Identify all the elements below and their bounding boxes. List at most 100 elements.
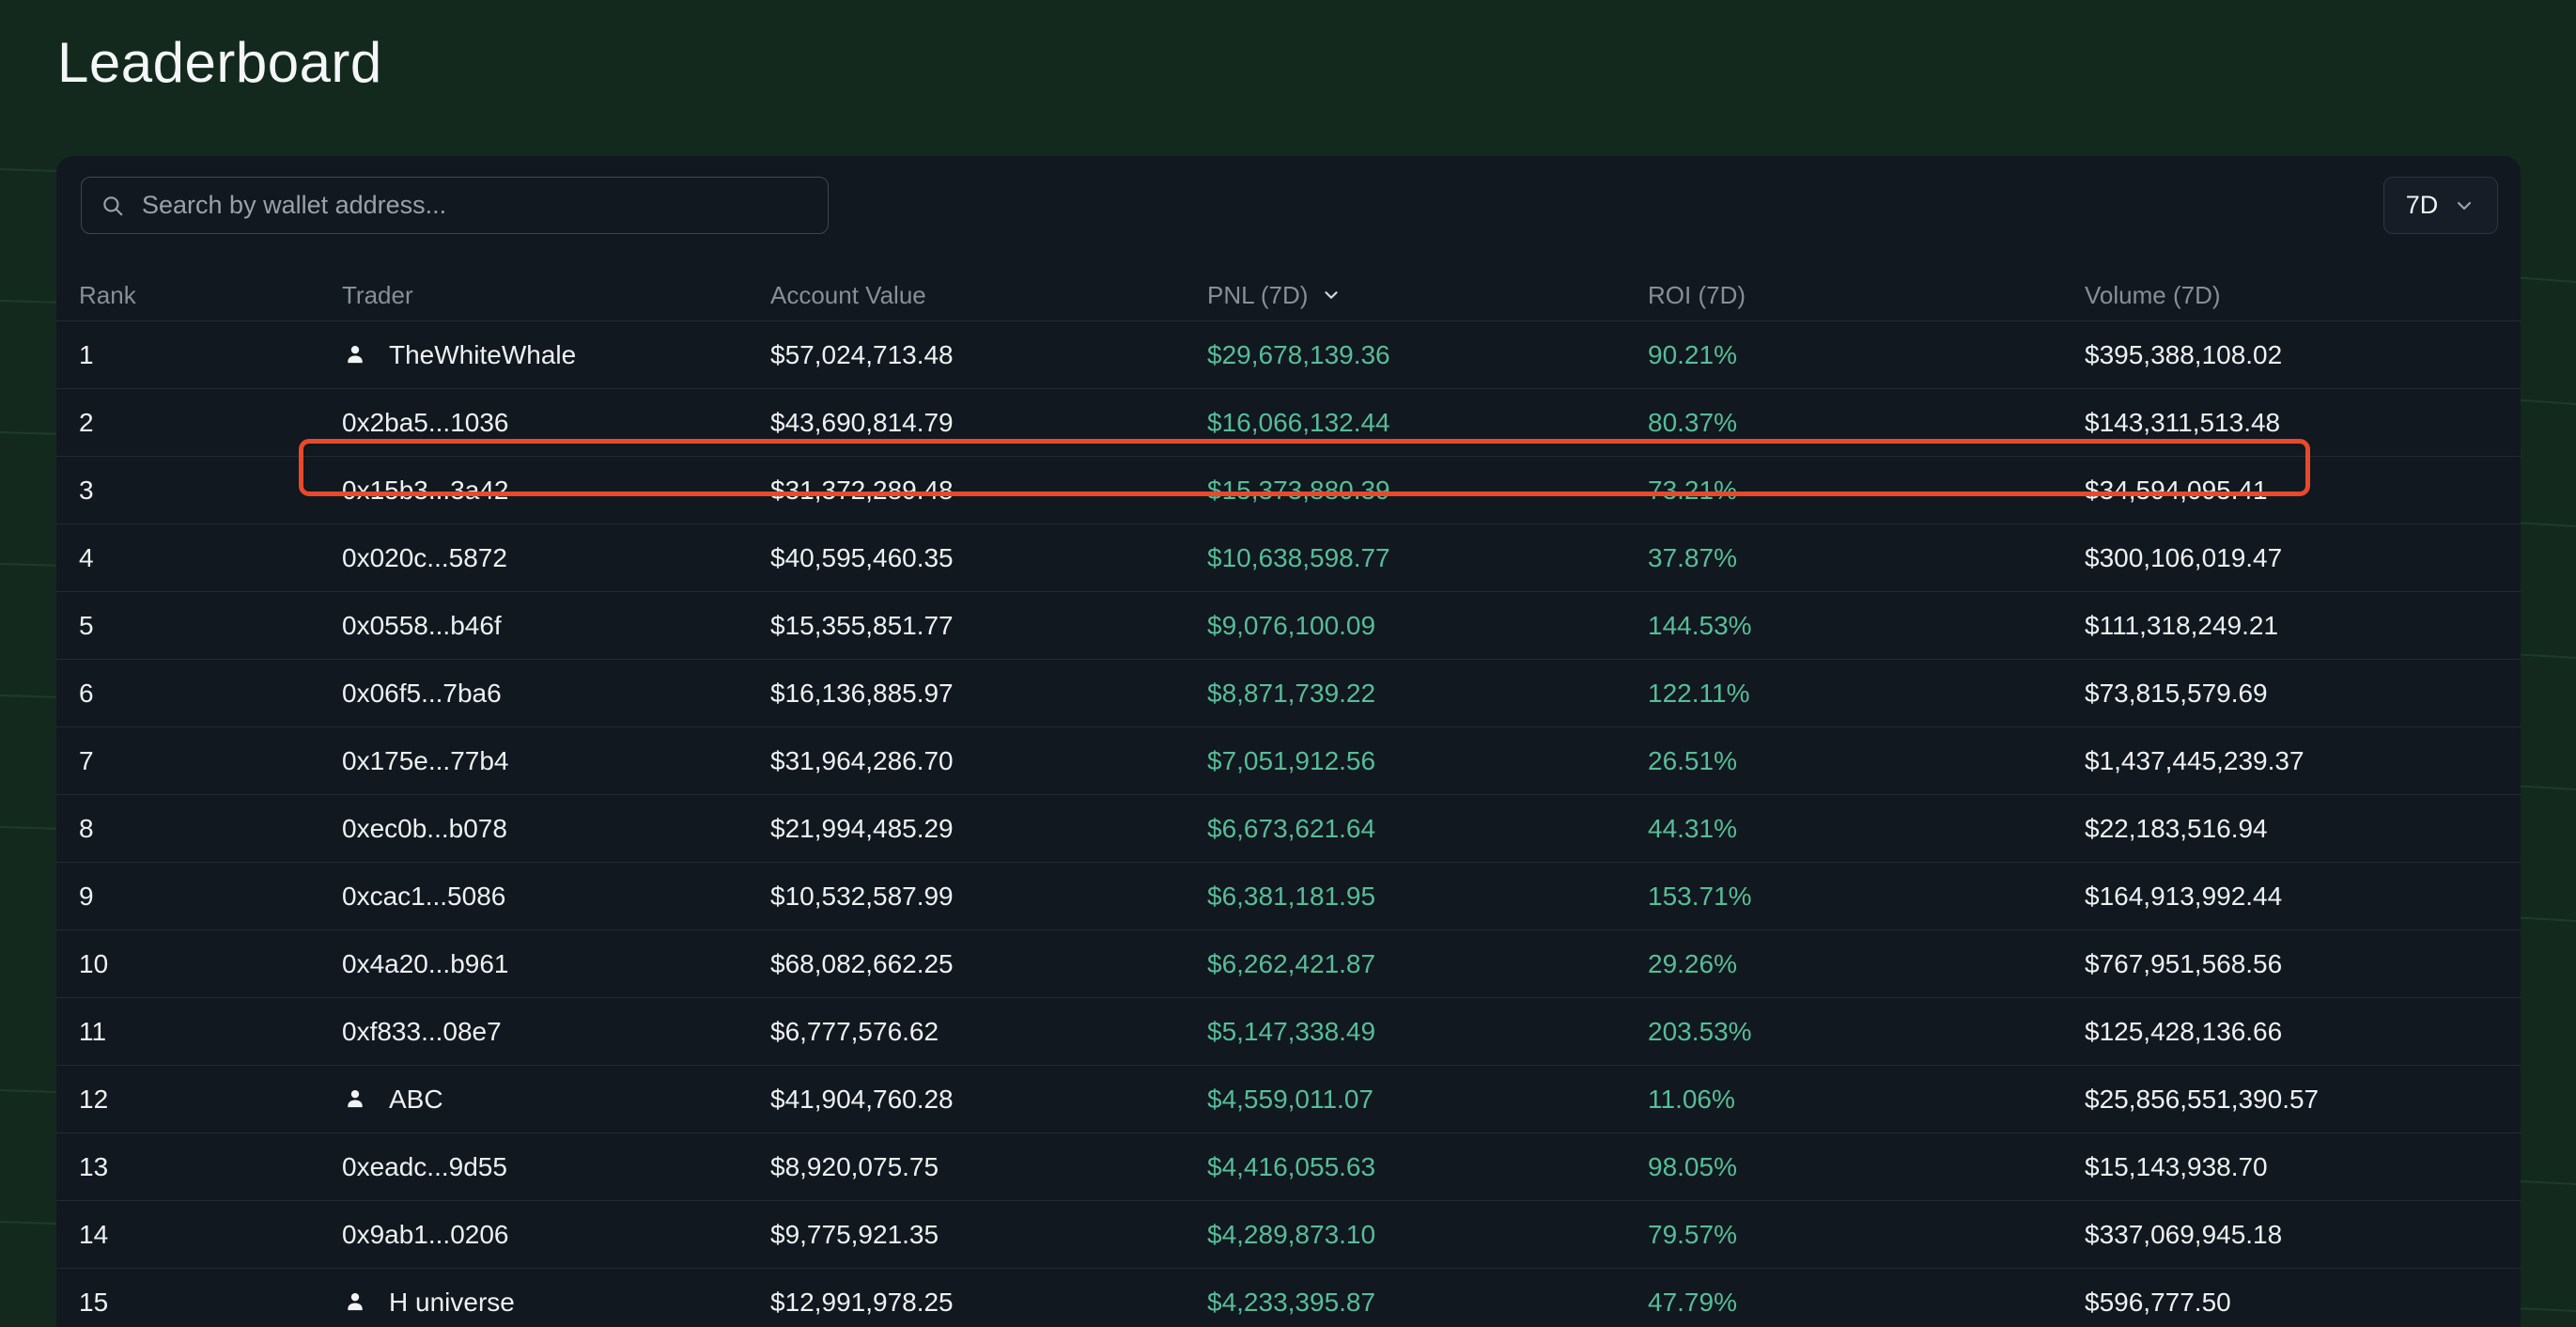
trader-cell: 0x15b3...3a42 (342, 476, 770, 506)
search-box[interactable] (81, 177, 829, 234)
column-header-volume: Volume (7D) (2085, 280, 2221, 309)
column-header-trader: Trader (342, 280, 413, 309)
chevron-down-icon (2458, 201, 2472, 210)
account-value-cell: $9,775,921.35 (770, 1219, 939, 1249)
volume-cell: $25,856,551,390.57 (2085, 1084, 2320, 1114)
roi-cell: 122.11% (1648, 678, 1750, 708)
leaderboard-table: Rank Trader Account Value PNL (7D) ROI (… (56, 270, 2521, 1327)
table-row[interactable]: 14 0x9ab1...0206 $9,775,921.35 $4,289,87… (56, 1200, 2521, 1268)
pnl-cell: $5,147,338.49 (1207, 1016, 1376, 1046)
table-row[interactable]: 15 H universe $12,991,978.25 $4,233,395.… (56, 1268, 2521, 1327)
pnl-cell: $4,289,873.10 (1207, 1219, 1376, 1249)
volume-cell: $300,106,019.47 (2085, 542, 2283, 572)
leaderboard-panel: 7D Rank Trader Account Value PNL (7D) RO… (56, 156, 2521, 1327)
account-value-cell: $68,082,662.25 (770, 948, 954, 978)
account-value-cell: $6,777,576.62 (770, 1016, 939, 1046)
pnl-cell: $10,638,598.77 (1207, 542, 1390, 572)
account-value-cell: $43,690,814.79 (770, 407, 954, 437)
pnl-cell: $15,373,880.39 (1207, 475, 1390, 505)
trader-name: 0x020c...5872 (342, 542, 507, 572)
account-value-cell: $41,904,760.28 (770, 1084, 954, 1114)
trader-name: 0xf833...08e7 (342, 1016, 502, 1046)
rank-cell: 9 (79, 881, 94, 911)
volume-cell: $143,311,513.48 (2085, 407, 2281, 437)
pnl-cell: $8,871,739.22 (1207, 678, 1376, 708)
volume-cell: $34,594,095.41 (2085, 475, 2268, 505)
table-header-row: Rank Trader Account Value PNL (7D) ROI (… (56, 270, 2521, 320)
trader-name: 0x2ba5...1036 (342, 407, 509, 437)
roi-cell: 29.26% (1648, 948, 1737, 978)
trader-cell: 0x9ab1...0206 (342, 1220, 770, 1250)
pnl-cell: $4,233,395.87 (1207, 1287, 1376, 1317)
account-value-cell: $57,024,713.48 (770, 339, 954, 369)
roi-cell: 44.31% (1648, 813, 1737, 843)
period-selector[interactable]: 7D (2383, 177, 2498, 234)
volume-cell: $337,069,945.18 (2085, 1219, 2283, 1249)
table-row[interactable]: 6 0x06f5...7ba6 $16,136,885.97 $8,871,73… (56, 659, 2521, 726)
table-body: 1 TheWhiteWhale $57,024,713.48 $29,678,1… (56, 320, 2521, 1327)
rank-cell: 4 (79, 542, 94, 572)
table-row[interactable]: 12 ABC $41,904,760.28 $4,559,011.07 11.0… (56, 1065, 2521, 1132)
roi-cell: 47.79% (1648, 1287, 1737, 1317)
volume-cell: $1,437,445,239.37 (2085, 745, 2304, 775)
roi-cell: 11.06% (1648, 1084, 1735, 1114)
pnl-header-label: PNL (7D) (1207, 280, 1309, 309)
table-row[interactable]: 2 0x2ba5...1036 $43,690,814.79 $16,066,1… (56, 388, 2521, 456)
volume-cell: $767,951,568.56 (2085, 948, 2283, 978)
pnl-cell: $4,416,055.63 (1207, 1151, 1376, 1181)
account-value-cell: $40,595,460.35 (770, 542, 954, 572)
column-header-roi: ROI (7D) (1648, 280, 1746, 309)
table-row[interactable]: 13 0xeadc...9d55 $8,920,075.75 $4,416,05… (56, 1132, 2521, 1200)
trader-cell: H universe (342, 1288, 770, 1318)
volume-cell: $395,388,108.02 (2085, 339, 2283, 369)
roi-cell: 26.51% (1648, 745, 1737, 775)
volume-cell: $73,815,579.69 (2085, 678, 2268, 708)
table-row[interactable]: 8 0xec0b...b078 $21,994,485.29 $6,673,62… (56, 794, 2521, 862)
pnl-cell: $7,051,912.56 (1207, 745, 1376, 775)
user-icon (342, 1289, 368, 1316)
rank-cell: 2 (79, 407, 94, 437)
volume-cell: $111,318,249.21 (2085, 610, 2279, 640)
trader-name: 0xec0b...b078 (342, 813, 507, 843)
column-header-pnl[interactable]: PNL (7D) (1207, 281, 1648, 310)
toolbar: 7D (56, 156, 2521, 234)
search-icon (103, 195, 123, 215)
trader-name: TheWhiteWhale (389, 339, 577, 369)
trader-cell: 0xcac1...5086 (342, 882, 770, 912)
rank-cell: 1 (79, 339, 94, 369)
account-value-cell: $21,994,485.29 (770, 813, 954, 843)
table-row[interactable]: 5 0x0558...b46f $15,355,851.77 $9,076,10… (56, 591, 2521, 659)
rank-cell: 13 (79, 1151, 109, 1181)
roi-cell: 80.37% (1648, 407, 1737, 437)
table-row[interactable]: 11 0xf833...08e7 $6,777,576.62 $5,147,33… (56, 997, 2521, 1065)
roi-cell: 79.57% (1648, 1219, 1737, 1249)
rank-cell: 5 (79, 610, 94, 640)
table-row[interactable]: 4 0x020c...5872 $40,595,460.35 $10,638,5… (56, 523, 2521, 591)
page-title: Leaderboard (57, 31, 382, 94)
search-input[interactable] (142, 191, 809, 220)
account-value-cell: $16,136,885.97 (770, 678, 954, 708)
user-icon (342, 342, 368, 368)
column-header-account-value: Account Value (770, 280, 926, 309)
rank-cell: 15 (79, 1287, 109, 1317)
volume-cell: $15,143,938.70 (2085, 1151, 2268, 1181)
pnl-cell: $29,678,139.36 (1207, 339, 1390, 369)
table-row[interactable]: 9 0xcac1...5086 $10,532,587.99 $6,381,18… (56, 862, 2521, 929)
roi-cell: 98.05% (1648, 1151, 1737, 1181)
table-row[interactable]: 10 0x4a20...b961 $68,082,662.25 $6,262,4… (56, 929, 2521, 997)
trader-name: 0xeadc...9d55 (342, 1151, 507, 1181)
trader-cell: 0xeadc...9d55 (342, 1152, 770, 1182)
table-row[interactable]: 7 0x175e...77b4 $31,964,286.70 $7,051,91… (56, 726, 2521, 794)
volume-cell: $125,428,136.66 (2085, 1016, 2283, 1046)
roi-cell: 90.21% (1648, 339, 1737, 369)
table-row[interactable]: 3 0x15b3...3a42 $31,372,289.48 $15,373,8… (56, 456, 2521, 523)
pnl-cell: $6,262,421.87 (1207, 948, 1376, 978)
pnl-cell: $16,066,132.44 (1207, 407, 1390, 437)
account-value-cell: $8,920,075.75 (770, 1151, 939, 1181)
trader-name: 0x4a20...b961 (342, 948, 509, 978)
table-row[interactable]: 1 TheWhiteWhale $57,024,713.48 $29,678,1… (56, 320, 2521, 388)
pnl-cell: $9,076,100.09 (1207, 610, 1376, 640)
trader-cell: 0x06f5...7ba6 (342, 679, 770, 709)
trader-name: 0x9ab1...0206 (342, 1219, 509, 1249)
account-value-cell: $31,372,289.48 (770, 475, 954, 505)
